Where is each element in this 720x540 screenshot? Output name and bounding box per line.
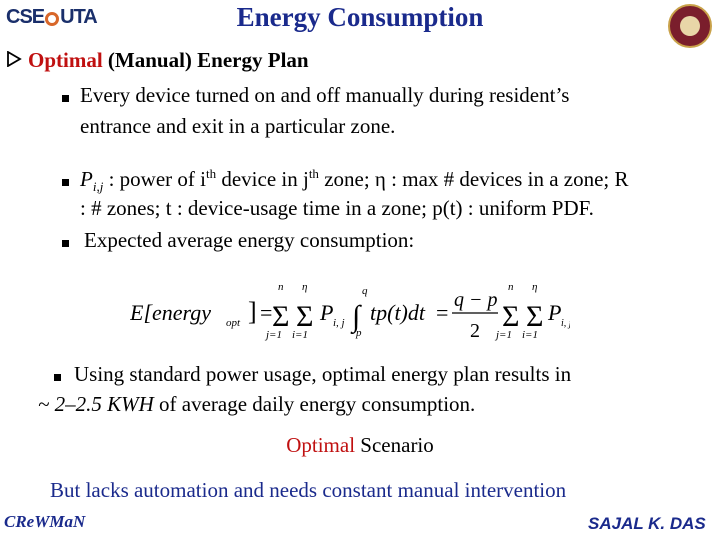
heading-rest: (Manual) Energy Plan <box>102 48 309 72</box>
sigma-symbol: Σ <box>502 300 519 333</box>
university-seal-icon <box>668 4 712 48</box>
superscript: th <box>308 166 319 181</box>
arrow-bullet-icon <box>6 48 28 73</box>
sum-upper: n <box>278 282 284 293</box>
power-term-sub: i, j <box>561 318 570 329</box>
formula-lhs: E[energy <box>130 300 211 325</box>
scenario-label: Optimal Scenario <box>0 433 720 458</box>
text-segment: : power of i <box>103 167 206 191</box>
text-segment: zone; η : max # devices in a zone; R <box>318 167 629 191</box>
bullet-4-line-1: Using standard power usage, optimal ener… <box>74 362 572 386</box>
section-heading: Optimal (Manual) Energy Plan <box>6 48 309 73</box>
power-term: P <box>319 300 333 325</box>
cse-uta-logo: CSE UTA <box>6 6 98 29</box>
bullet-4-line-2: ~ 2–2.5 KWH of average daily energy cons… <box>38 392 475 417</box>
sigma-symbol: Σ <box>296 300 313 333</box>
limitation-note: But lacks automation and needs constant … <box>50 478 567 502</box>
integral-upper: q <box>362 285 368 297</box>
sum-lower: j=1 <box>264 329 282 341</box>
formula-lhs-sub: opt <box>226 317 241 329</box>
logo-uta-text: UTA <box>60 6 98 28</box>
sum-upper: η <box>532 282 537 293</box>
scenario-rest: Scenario <box>355 433 434 457</box>
bullet-2-line-2: : # zones; t : device-usage time in a zo… <box>80 196 594 220</box>
formula-equals: = <box>260 300 272 325</box>
scenario-optimal: Optimal <box>286 433 356 457</box>
bullet-1-line-2: entrance and exit in a particular zone. <box>80 114 396 138</box>
integrand: tp(t)dt <box>370 300 426 325</box>
bullet-square-icon <box>62 240 69 247</box>
fraction-numerator: q − p <box>454 289 498 311</box>
kwh-range: ~ 2–2.5 KWH <box>38 392 154 416</box>
bullet-square-icon <box>62 179 69 186</box>
fraction-denominator: 2 <box>470 320 480 342</box>
power-subscript: i,j <box>92 179 104 195</box>
bullet-3: Expected average energy consumption: <box>84 228 415 252</box>
sum-lower: i=1 <box>522 329 538 341</box>
sum-upper: n <box>508 282 514 293</box>
slide-title: Energy Consumption <box>236 2 484 32</box>
bullet-2-line-1: Pi,j : power of ith device in jth zone; … <box>80 166 629 195</box>
formula-lhs-bracket: ] <box>248 297 257 326</box>
sigma-symbol: Σ <box>272 300 289 333</box>
superscript: th <box>205 166 217 181</box>
energy-formula: E[energy opt ] = n Σ j=1 η Σ i=1 P i, j … <box>130 282 570 342</box>
footer-author: SAJAL K. DAS <box>588 514 706 533</box>
text-segment: device in j <box>216 167 309 191</box>
integral-lower: p <box>355 327 362 339</box>
sum-lower: j=1 <box>494 329 512 341</box>
integral-symbol: ∫ <box>350 300 362 335</box>
formula-equals: = <box>436 300 448 325</box>
footer-lab-name: CReWMaN <box>4 512 86 531</box>
sigma-symbol: Σ <box>526 300 543 333</box>
sum-upper: η <box>302 282 307 293</box>
sum-lower: i=1 <box>292 329 308 341</box>
bullet-square-icon <box>62 95 69 102</box>
power-symbol: P <box>80 167 93 191</box>
bullet-square-icon <box>54 374 61 381</box>
text-segment: of average daily energy consumption. <box>153 392 476 416</box>
power-term-sub: i, j <box>333 317 345 329</box>
power-term: P <box>547 300 561 325</box>
logo-ring-icon <box>45 12 60 26</box>
heading-optimal: Optimal <box>28 48 103 72</box>
bullet-1-line-1: Every device turned on and off manually … <box>80 83 570 107</box>
logo-cse-text: CSE <box>6 6 45 28</box>
